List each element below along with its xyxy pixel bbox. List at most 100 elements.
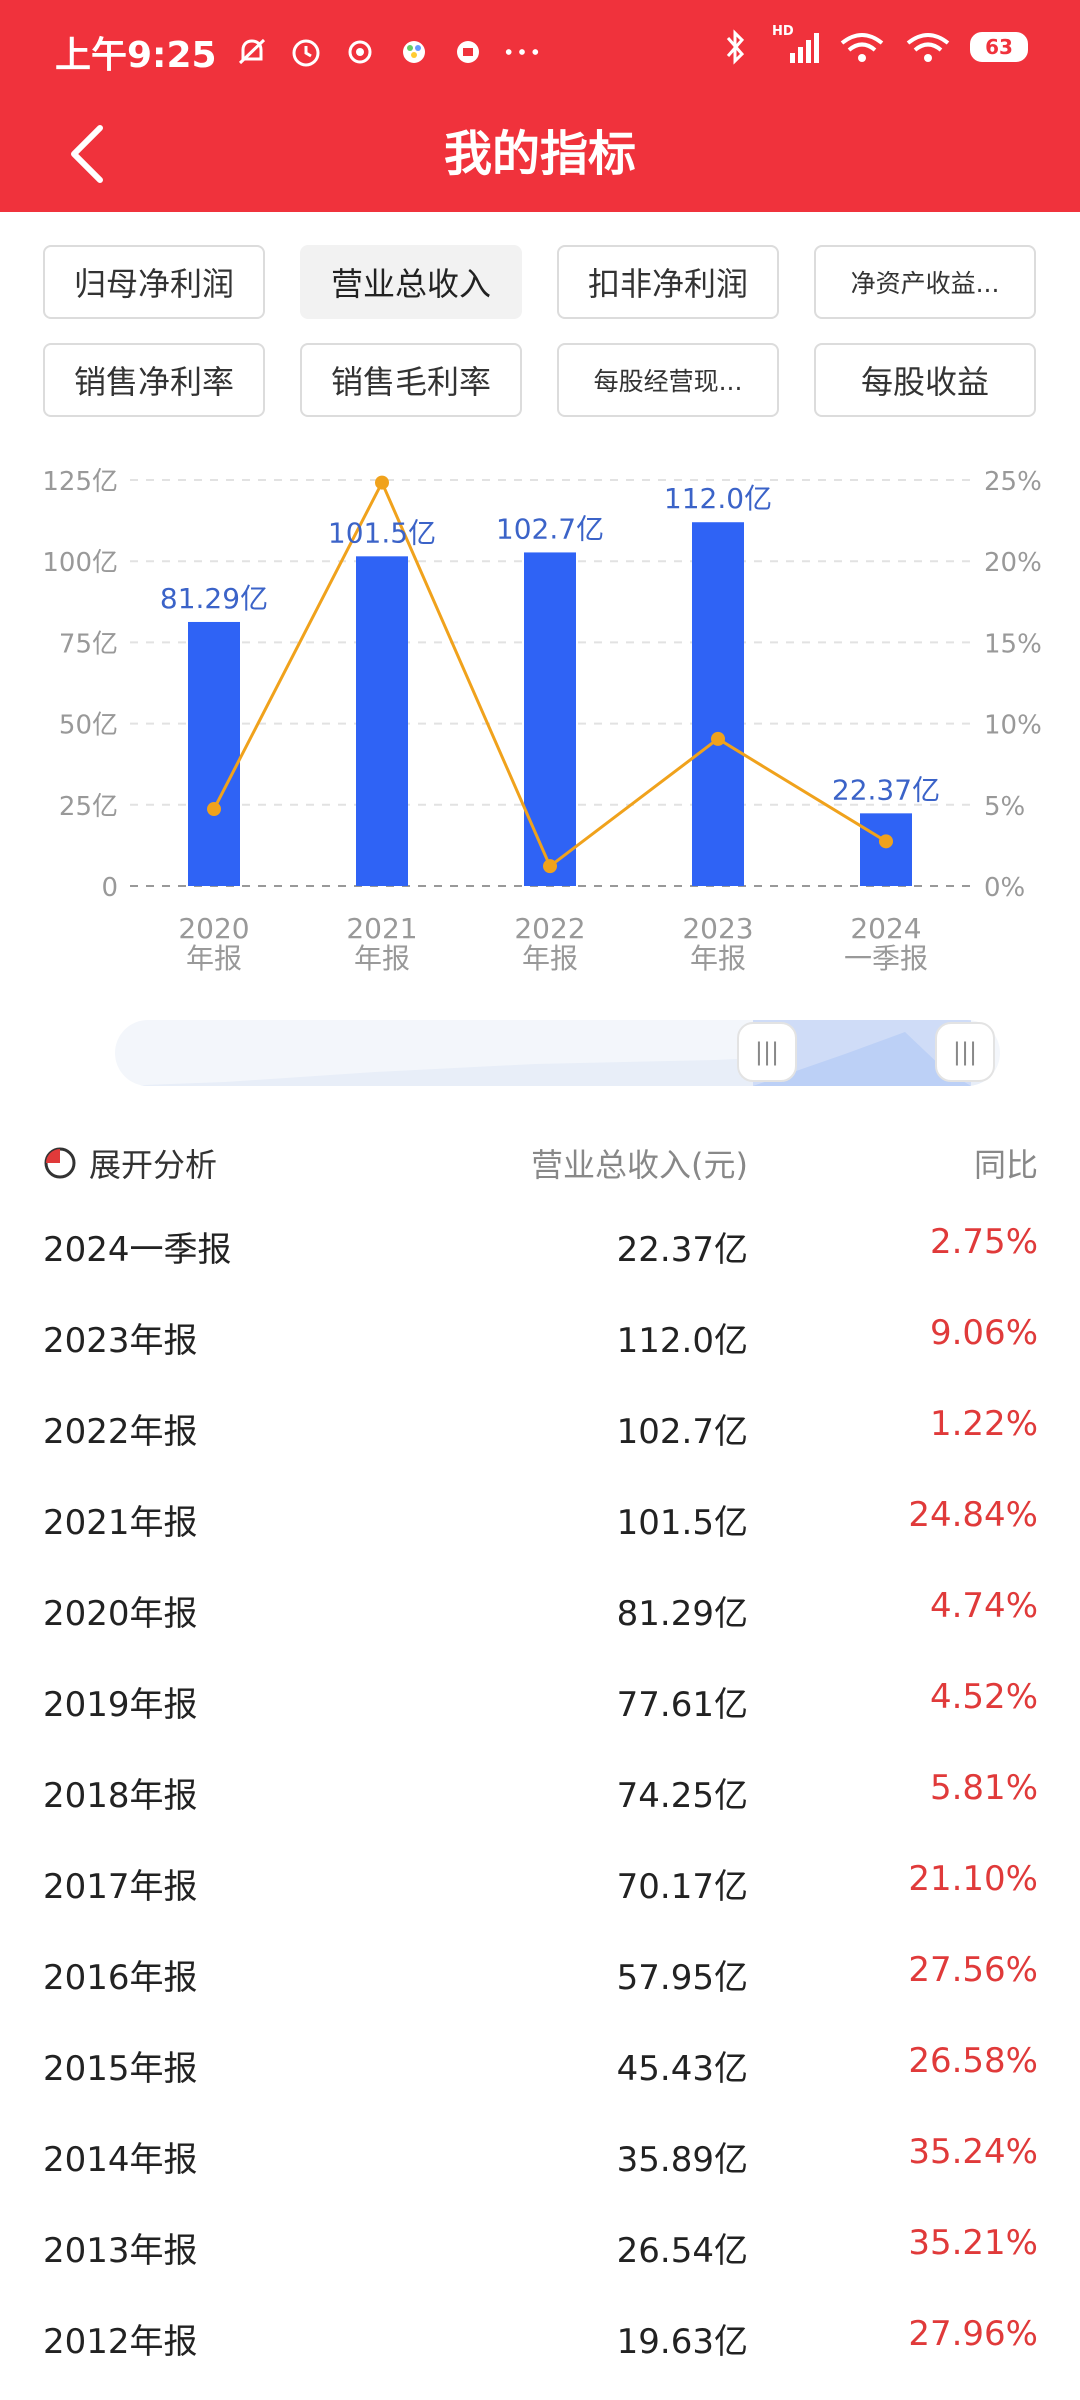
- alarm-clock-icon: [287, 33, 325, 71]
- x-tick-label: 年报: [186, 942, 242, 975]
- status-bar: 上午9:25 HD: [0, 0, 1080, 104]
- yoy-cell: 9.06%: [929, 1313, 1038, 1353]
- tab-roe[interactable]: 净资产收益...: [814, 245, 1036, 319]
- y-right-tick-label: 15%: [984, 629, 1042, 659]
- yoy-point: [543, 859, 557, 874]
- value-cell: 112.0亿: [616, 1321, 748, 1361]
- period-cell: 2012年报: [43, 2322, 198, 2362]
- x-tick-label: 2022: [514, 912, 585, 945]
- value-cell: 45.43亿: [616, 2049, 748, 2089]
- period-cell: 2022年报: [43, 1412, 198, 1452]
- chevron-left-icon: [71, 125, 103, 183]
- yoy-cell: 4.74%: [929, 1586, 1038, 1626]
- bar: [188, 621, 240, 886]
- slider-left-handle[interactable]: |||: [737, 1022, 797, 1082]
- expand-analysis-button[interactable]: 展开分析: [43, 1140, 217, 1186]
- wifi-call-icon: [838, 28, 886, 66]
- battery-indicator: 63: [970, 32, 1028, 62]
- value-cell: 19.63亿: [616, 2322, 748, 2362]
- chart-range-slider[interactable]: ||| |||: [115, 1020, 1000, 1086]
- yoy-cell: 27.96%: [908, 2314, 1038, 2354]
- table-row[interactable]: 2013年报 26.54亿 35.21%: [43, 2223, 1038, 2283]
- x-tick-label: 2024: [850, 912, 921, 945]
- yoy-point: [207, 802, 221, 817]
- table-row[interactable]: 2019年报 77.61亿 4.52%: [43, 1677, 1038, 1737]
- yoy-point: [375, 475, 389, 490]
- tab-operating-cash-per-share[interactable]: 每股经营现...: [557, 343, 779, 417]
- value-cell: 26.54亿: [616, 2231, 748, 2271]
- status-time: 上午9:25: [55, 35, 217, 76]
- value-cell: 22.37亿: [616, 1230, 748, 1270]
- table-row[interactable]: 2016年报 57.95亿 27.56%: [43, 1950, 1038, 2010]
- value-cell: 57.95亿: [616, 1958, 748, 1998]
- bar: [356, 556, 408, 886]
- y-left-tick-label: 25亿: [59, 792, 118, 822]
- table-row[interactable]: 2020年报 81.29亿 4.74%: [43, 1586, 1038, 1646]
- table-row[interactable]: 2017年报 70.17亿 21.10%: [43, 1859, 1038, 1919]
- back-button[interactable]: [62, 114, 122, 194]
- yoy-cell: 27.56%: [908, 1950, 1038, 1990]
- tab-net-margin[interactable]: 销售净利率: [43, 343, 265, 417]
- y-right-tick-label: 25%: [984, 467, 1042, 497]
- message-app-icon: [449, 33, 487, 71]
- signal-icon: HD: [772, 24, 820, 66]
- table-row[interactable]: 2021年报 101.5亿 24.84%: [43, 1495, 1038, 1555]
- table-row[interactable]: 2024一季报 22.37亿 2.75%: [43, 1222, 1038, 1282]
- table-header: 展开分析 营业总收入(元) 同比: [43, 1140, 1038, 1190]
- period-cell: 2019年报: [43, 1685, 198, 1725]
- yoy-cell: 2.75%: [929, 1222, 1038, 1262]
- value-cell: 81.29亿: [616, 1594, 748, 1634]
- value-cell: 74.25亿: [616, 1776, 748, 1816]
- period-cell: 2020年报: [43, 1594, 198, 1634]
- x-tick-label: 2020: [178, 912, 249, 945]
- table-row[interactable]: 2012年报 19.63亿 27.96%: [43, 2314, 1038, 2374]
- table-row[interactable]: 2022年报 102.7亿 1.22%: [43, 1404, 1038, 1464]
- colorful-app-icon: [395, 33, 433, 71]
- x-tick-label: 一季报: [844, 942, 928, 975]
- table-row[interactable]: 2018年报 74.25亿 5.81%: [43, 1768, 1038, 1828]
- period-cell: 2024一季报: [43, 1230, 232, 1270]
- bar-data-label: 112.0亿: [664, 482, 772, 515]
- period-cell: 2016年报: [43, 1958, 198, 1998]
- bar-data-label: 102.7亿: [496, 512, 604, 545]
- y-left-tick-label: 100亿: [42, 548, 118, 578]
- yoy-column-header: 同比: [973, 1146, 1038, 1184]
- app-header: 上午9:25 HD: [0, 0, 1080, 212]
- pie-chart-icon: [44, 1147, 76, 1179]
- y-right-tick-label: 10%: [984, 711, 1042, 741]
- period-cell: 2013年报: [43, 2231, 198, 2271]
- slider-track[interactable]: [115, 1020, 1000, 1086]
- y-left-tick-label: 0: [101, 873, 118, 903]
- value-cell: 70.17亿: [616, 1867, 748, 1907]
- x-tick-label: 2023: [682, 912, 753, 945]
- tab-deducted-net-profit[interactable]: 扣非净利润: [557, 245, 779, 319]
- tab-total-revenue[interactable]: 营业总收入: [300, 245, 522, 319]
- x-tick-label: 年报: [690, 942, 746, 975]
- table-row[interactable]: 2014年报 35.89亿 35.24%: [43, 2132, 1038, 2192]
- yoy-cell: 1.22%: [929, 1404, 1038, 1444]
- slider-right-handle[interactable]: |||: [935, 1022, 995, 1082]
- more-notifications-icon: [503, 33, 541, 71]
- bar: [524, 552, 576, 886]
- yoy-point: [711, 731, 725, 746]
- yoy-point: [879, 834, 893, 849]
- expand-analysis-label: 展开分析: [89, 1146, 218, 1184]
- bar: [860, 813, 912, 886]
- x-tick-label: 2021: [346, 912, 417, 945]
- yoy-cell: 26.58%: [908, 2041, 1038, 2081]
- y-left-tick-label: 125亿: [42, 467, 118, 497]
- value-cell: 77.61亿: [616, 1685, 748, 1725]
- period-cell: 2017年报: [43, 1867, 198, 1907]
- table-row[interactable]: 2023年报 112.0亿 9.06%: [43, 1313, 1038, 1373]
- table-row[interactable]: 2015年报 45.43亿 26.58%: [43, 2041, 1038, 2101]
- tab-net-profit[interactable]: 归母净利润: [43, 245, 265, 319]
- bar: [692, 522, 744, 886]
- tab-eps[interactable]: 每股收益: [814, 343, 1036, 417]
- yoy-cell: 21.10%: [908, 1859, 1038, 1899]
- yoy-cell: 35.24%: [908, 2132, 1038, 2172]
- wifi-icon: [904, 28, 952, 66]
- yoy-cell: 35.21%: [908, 2223, 1038, 2263]
- tab-gross-margin[interactable]: 销售毛利率: [300, 343, 522, 417]
- yoy-cell: 5.81%: [929, 1768, 1038, 1808]
- period-cell: 2018年报: [43, 1776, 198, 1816]
